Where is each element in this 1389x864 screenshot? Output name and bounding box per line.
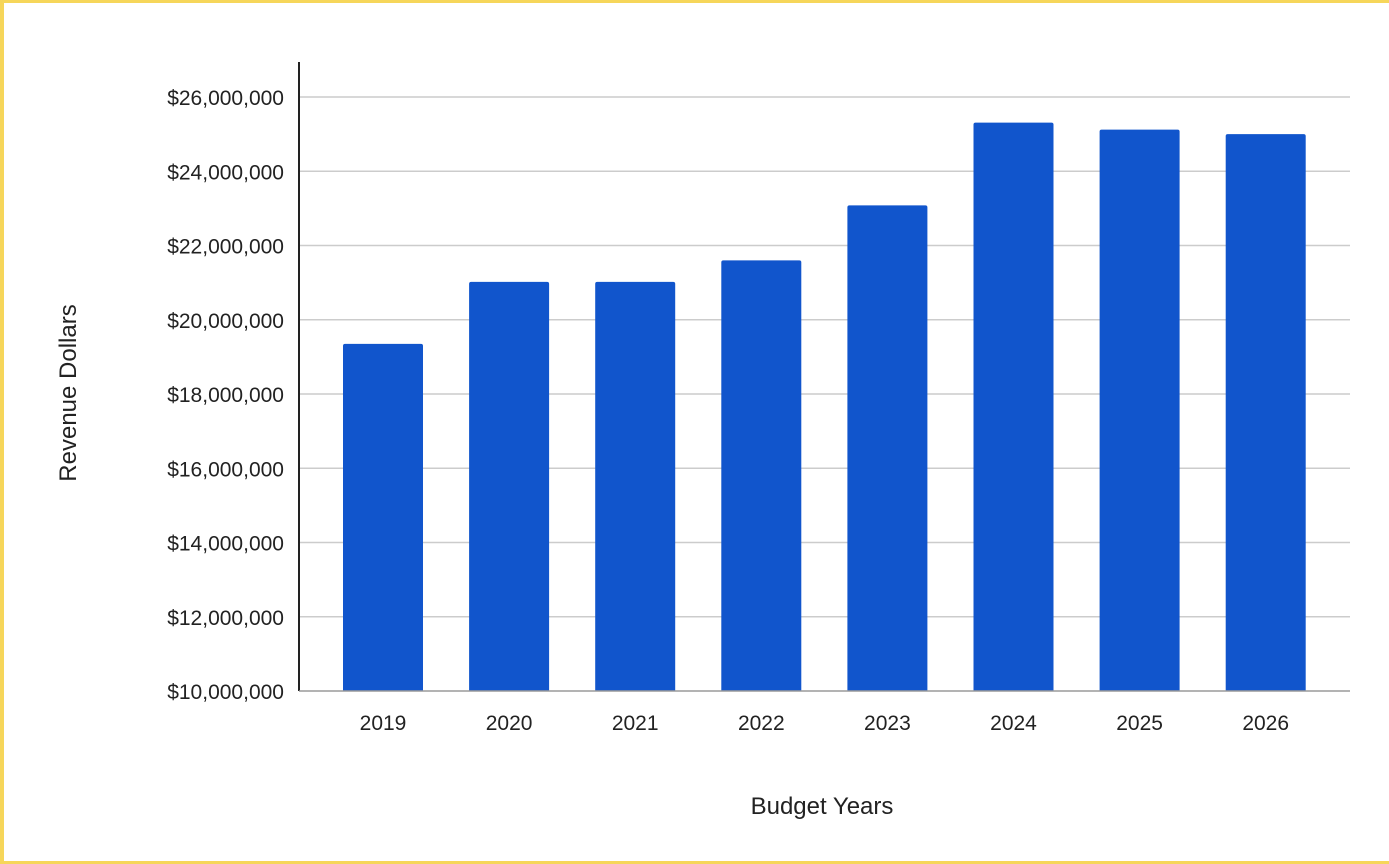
- y-tick-label: $18,000,000: [167, 384, 284, 407]
- frame-border-bottom: [0, 861, 1389, 864]
- bar-2021: [595, 281, 676, 691]
- bar-2019: [343, 343, 423, 691]
- x-tick-label: 2024: [990, 712, 1037, 735]
- y-axis-title: Revenue Dollars: [55, 304, 82, 481]
- axes: [298, 62, 1350, 692]
- x-axis-title: Budget Years: [751, 793, 894, 820]
- bar-2026: [1225, 134, 1306, 691]
- y-tick-label: $16,000,000: [167, 458, 284, 481]
- x-tick-label: 2023: [864, 712, 911, 735]
- x-tick-label: 2025: [1116, 712, 1163, 735]
- x-tick-label: 2021: [612, 712, 659, 735]
- bar-2022: [721, 260, 802, 691]
- bar-2023: [847, 205, 928, 691]
- y-tick-label: $20,000,000: [167, 310, 284, 333]
- frame-border-top: [0, 0, 1389, 3]
- bars: [343, 122, 1306, 692]
- frame-border-left: [0, 0, 4, 864]
- y-tick-label: $14,000,000: [167, 533, 284, 556]
- bar-2020: [469, 281, 550, 691]
- y-tick-label: $10,000,000: [167, 681, 284, 704]
- bar-2025: [1099, 129, 1180, 692]
- x-tick-label: 2022: [738, 712, 785, 735]
- y-tick-label: $26,000,000: [167, 87, 284, 110]
- y-tick-label: $24,000,000: [167, 161, 284, 184]
- x-tick-label: 2019: [360, 712, 407, 735]
- x-tick-label: 2026: [1242, 712, 1289, 735]
- x-tick-labels: 2019 2020 2021 2022 2023 2024 2025 2026: [360, 712, 1289, 735]
- bar-2024: [973, 122, 1054, 691]
- y-tick-label: $12,000,000: [167, 607, 284, 630]
- gridlines: [299, 96, 1350, 618]
- y-tick-label: $22,000,000: [167, 236, 284, 259]
- x-tick-label: 2020: [486, 712, 533, 735]
- y-tick-labels: $10,000,000 $12,000,000 $14,000,000 $16,000…: [167, 87, 284, 704]
